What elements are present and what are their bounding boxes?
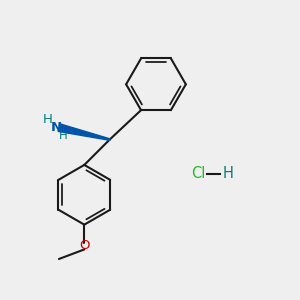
Text: Cl: Cl (191, 167, 205, 182)
Polygon shape (58, 124, 110, 140)
Text: N: N (51, 121, 62, 134)
Text: O: O (79, 239, 90, 252)
Text: H: H (43, 113, 52, 126)
Text: H: H (59, 129, 68, 142)
Text: H: H (223, 167, 233, 182)
